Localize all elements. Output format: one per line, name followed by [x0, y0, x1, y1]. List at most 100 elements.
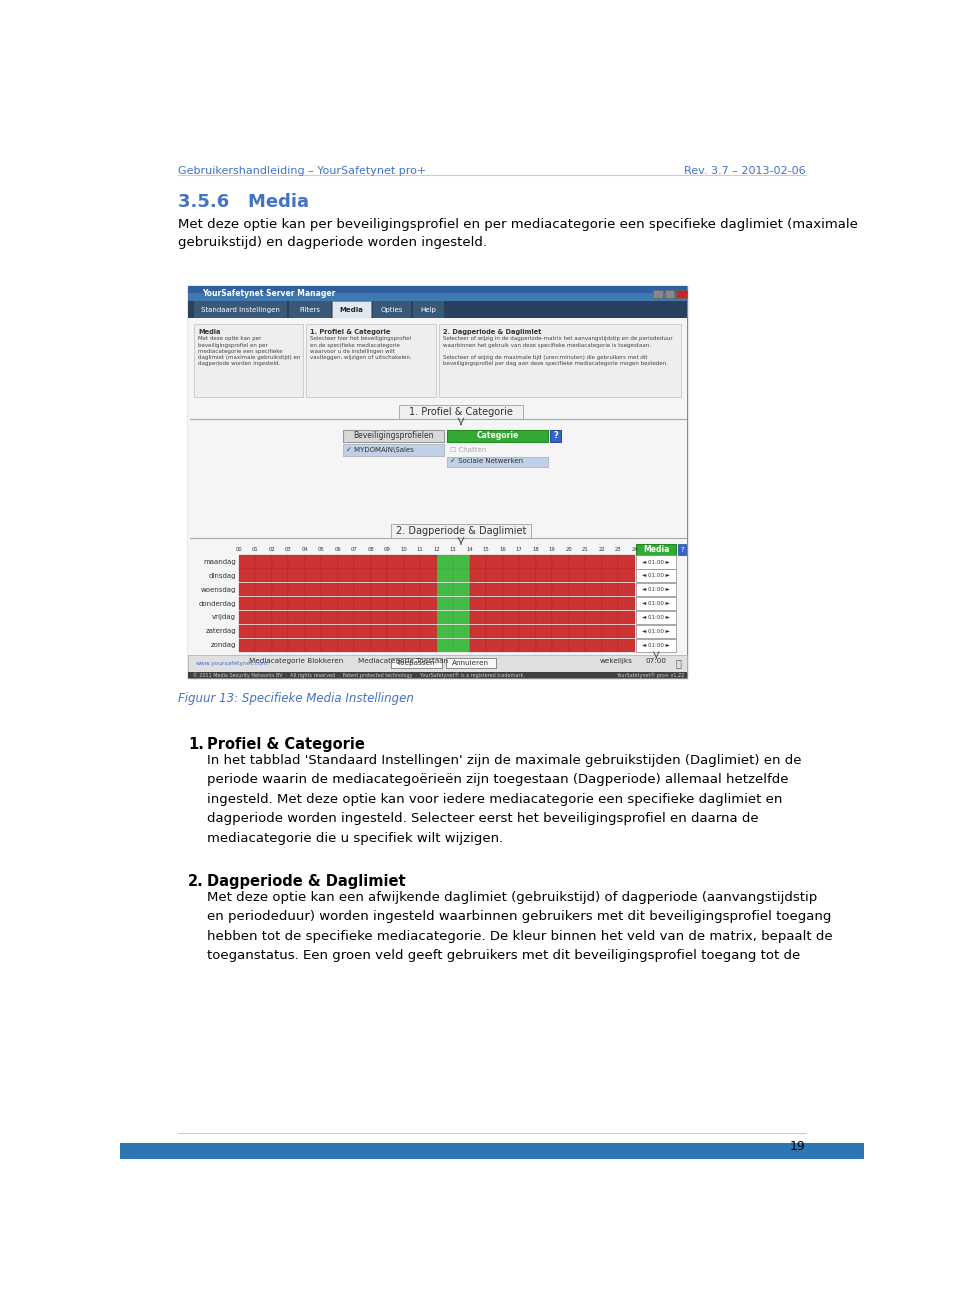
Bar: [653, 290, 662, 298]
Bar: [503, 598, 519, 611]
Text: Categorie: Categorie: [476, 431, 518, 440]
Bar: [602, 556, 618, 569]
Bar: [519, 569, 536, 582]
Text: © 2011 Media Security Networks BV  ·  All rights reserved  ·  Patent protected t: © 2011 Media Security Networks BV · All …: [193, 672, 525, 678]
Bar: [569, 625, 585, 638]
Bar: [239, 598, 255, 611]
Bar: [453, 569, 469, 582]
Text: ◄ 01:00 ►: ◄ 01:00 ►: [642, 587, 670, 592]
Bar: [636, 611, 677, 624]
Bar: [288, 569, 304, 582]
Bar: [602, 569, 618, 582]
Bar: [519, 598, 536, 611]
Text: 07: 07: [350, 547, 357, 552]
Bar: [445, 658, 496, 668]
Bar: [470, 611, 486, 624]
Bar: [305, 583, 321, 596]
Bar: [322, 639, 338, 652]
Text: 2.: 2.: [188, 874, 204, 889]
Text: In het tabblad 'Standaard Instellingen' zijn de maximale gebruikstijden (Daglimi: In het tabblad 'Standaard Instellingen' …: [206, 754, 802, 845]
Text: 16: 16: [499, 547, 506, 552]
Bar: [487, 583, 503, 596]
Bar: [371, 556, 387, 569]
Text: Media: Media: [199, 328, 221, 335]
Text: ◄ 01:00 ►: ◄ 01:00 ►: [642, 643, 670, 647]
Bar: [388, 625, 403, 638]
Bar: [348, 658, 355, 664]
Bar: [487, 639, 503, 652]
Bar: [338, 639, 354, 652]
Text: 12: 12: [433, 547, 440, 552]
Bar: [338, 625, 354, 638]
Bar: [322, 583, 338, 596]
Text: 21: 21: [582, 547, 588, 552]
Bar: [404, 583, 420, 596]
Text: 17: 17: [516, 547, 522, 552]
Bar: [288, 556, 304, 569]
Bar: [618, 611, 635, 624]
Bar: [354, 625, 371, 638]
Bar: [354, 556, 371, 569]
Text: zaterdag: zaterdag: [205, 629, 236, 634]
Text: ◄ 01:00 ►: ◄ 01:00 ►: [642, 560, 670, 565]
Text: 14: 14: [467, 547, 473, 552]
Text: YourSafetynet Server Manager: YourSafetynet Server Manager: [203, 289, 336, 298]
Bar: [404, 611, 420, 624]
Bar: [440, 324, 681, 397]
Text: 04: 04: [301, 547, 308, 552]
Text: 1.: 1.: [188, 737, 204, 751]
Text: maandag: maandag: [204, 559, 236, 565]
Bar: [272, 598, 288, 611]
Text: Filters: Filters: [300, 307, 321, 314]
Bar: [470, 569, 486, 582]
Bar: [636, 544, 677, 555]
Bar: [536, 583, 552, 596]
Bar: [553, 556, 568, 569]
Text: Annuleren: Annuleren: [452, 660, 489, 665]
Bar: [344, 430, 444, 441]
Bar: [437, 583, 453, 596]
Bar: [636, 583, 677, 596]
Bar: [503, 611, 519, 624]
Bar: [388, 611, 403, 624]
Text: 2. Dagperiode & Daglimiet: 2. Dagperiode & Daglimiet: [396, 526, 526, 536]
Bar: [239, 569, 255, 582]
Bar: [487, 598, 503, 611]
Text: 1. Profiel & Categorie: 1. Profiel & Categorie: [409, 408, 513, 417]
Bar: [255, 598, 272, 611]
Bar: [420, 611, 437, 624]
Bar: [354, 569, 371, 582]
Bar: [322, 556, 338, 569]
Bar: [553, 611, 568, 624]
Bar: [553, 569, 568, 582]
Bar: [371, 639, 387, 652]
Text: ?: ?: [553, 431, 558, 440]
Text: Met deze optie kan per beveiligingsprofiel en per mediacategorie een specifieke : Met deze optie kan per beveiligingsprofi…: [179, 217, 858, 249]
Bar: [437, 639, 453, 652]
Text: 18: 18: [532, 547, 539, 552]
Text: 11: 11: [417, 547, 423, 552]
Bar: [636, 556, 677, 569]
Bar: [272, 625, 288, 638]
Bar: [470, 583, 486, 596]
Bar: [399, 405, 523, 419]
Text: ◄ 01:00 ►: ◄ 01:00 ►: [642, 602, 670, 607]
Bar: [120, 1143, 864, 1159]
Text: 01: 01: [252, 547, 258, 552]
Text: zondag: zondag: [211, 642, 236, 648]
Bar: [388, 639, 403, 652]
Bar: [404, 625, 420, 638]
Bar: [665, 290, 674, 298]
Text: www.yoursafetynet.com: www.yoursafetynet.com: [196, 661, 269, 667]
Bar: [636, 598, 677, 611]
Bar: [453, 598, 469, 611]
Text: dinsdag: dinsdag: [208, 573, 236, 579]
Bar: [487, 611, 503, 624]
Bar: [569, 598, 585, 611]
Bar: [371, 611, 387, 624]
Text: ◄ 01:00 ►: ◄ 01:00 ►: [642, 615, 670, 620]
Bar: [447, 457, 548, 467]
Bar: [420, 556, 437, 569]
Text: ?: ?: [680, 547, 684, 553]
Bar: [354, 583, 371, 596]
